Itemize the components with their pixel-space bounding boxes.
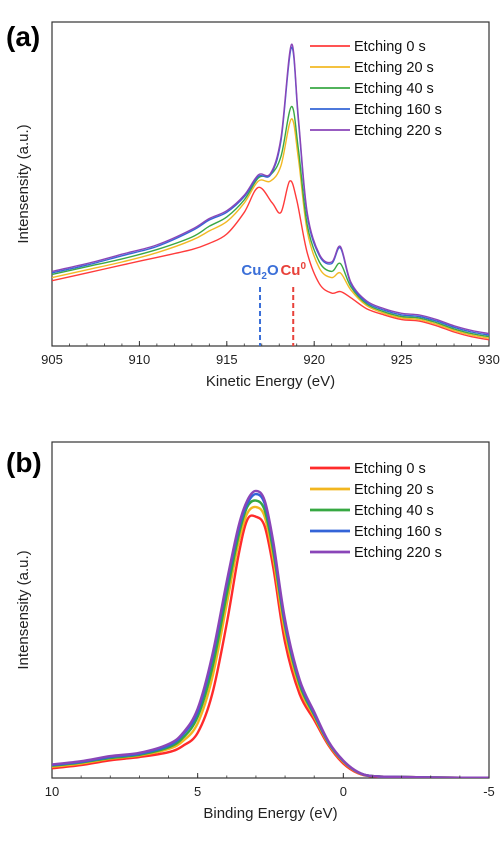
series-line-2	[52, 105, 489, 338]
annotation-text: Cu	[280, 262, 300, 279]
series-line-2	[52, 499, 489, 778]
x-tick-label: -5	[483, 784, 495, 799]
legend-label-0: Etching 0 s	[354, 39, 426, 55]
panel-label: (b)	[6, 447, 42, 478]
chart-panel-a: (a) 905 910 915 920 925 930 Kinetic Energy (eV)…	[6, 21, 500, 390]
x-tick-label: 925	[391, 352, 413, 367]
y-axis-title: Intensensity (a.u.)	[15, 550, 32, 669]
x-axis-title: Kinetic Energy (eV)	[206, 373, 335, 390]
x-tick-label: 10	[45, 784, 59, 799]
series-line-4	[52, 43, 489, 335]
x-tick-label: 920	[303, 352, 325, 367]
legend-label-2: Etching 40 s	[354, 81, 434, 97]
x-tick-label: 5	[194, 784, 201, 799]
plot-frame	[51, 441, 490, 779]
legend-label-4: Etching 220 s	[354, 123, 442, 139]
annotation-superscript: 0	[300, 261, 306, 272]
x-tick-label: 930	[478, 352, 500, 367]
series-line-0	[52, 180, 489, 341]
x-tick-label: 0	[340, 784, 347, 799]
legend: Etching 0 s Etching 20 s Etching 40 s Etchi…	[310, 461, 442, 561]
x-tick-label: 905	[41, 352, 63, 367]
annotation-tail: O	[267, 262, 279, 279]
series-lines	[52, 43, 489, 341]
legend-label-0: Etching 0 s	[354, 461, 426, 477]
plot-frame	[51, 21, 490, 347]
x-tick-label: 910	[129, 352, 151, 367]
legend-label-1: Etching 20 s	[354, 482, 434, 498]
x-tick-label: 915	[216, 352, 238, 367]
legend-label-1: Etching 20 s	[354, 60, 434, 76]
legend-label-4: Etching 220 s	[354, 545, 442, 561]
annotation-subscript: 2	[261, 271, 267, 282]
x-axis-title: Binding Energy (eV)	[203, 805, 337, 822]
chart-panel-b: (b) 10 5 0 -5 Binding Energy (eV) Intensensity…	[6, 441, 495, 822]
legend-label-3: Etching 160 s	[354, 102, 442, 118]
panel-label: (a)	[6, 21, 40, 52]
annotation-text: Cu	[241, 262, 261, 279]
annotation-label-1: Cu0	[280, 261, 306, 279]
legend: Etching 0 s Etching 20 s Etching 40 s Etchi…	[310, 39, 442, 139]
series-line-1	[52, 118, 489, 339]
legend-label-3: Etching 160 s	[354, 524, 442, 540]
legend-label-2: Etching 40 s	[354, 503, 434, 519]
annotation-label-0: Cu2O	[241, 262, 279, 282]
y-axis-title: Intensensity (a.u.)	[15, 124, 32, 243]
